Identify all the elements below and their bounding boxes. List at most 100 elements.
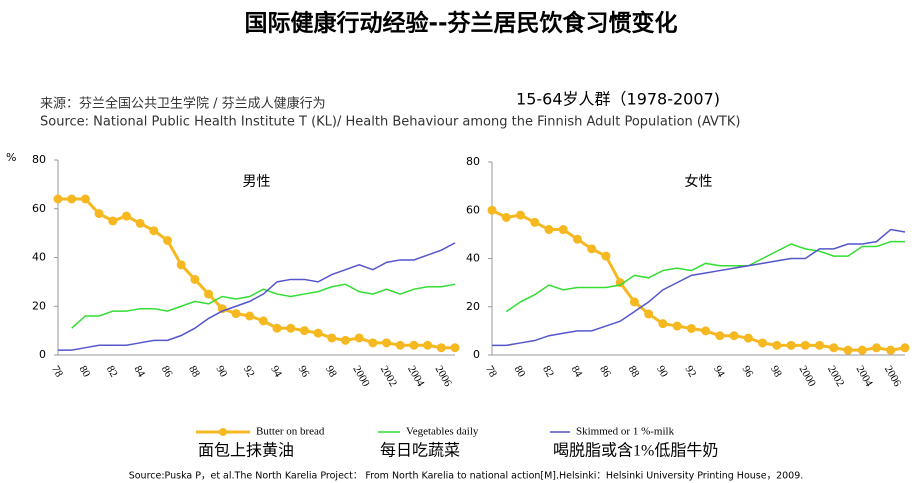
y-tick-label: 20: [32, 299, 46, 312]
legend-label: Vegetables daily: [406, 426, 479, 438]
point: [572, 234, 582, 244]
x-tick-label: 2000: [797, 364, 819, 389]
x-tick-label: 86: [159, 364, 175, 380]
point: [772, 340, 782, 350]
point: [900, 343, 910, 353]
y-tick-label: 60: [32, 202, 46, 215]
point: [629, 297, 639, 307]
legend-label-cn: 面包上抹黄油: [198, 442, 294, 460]
y-tick-label: 20: [466, 300, 480, 313]
x-tick-label: 80: [512, 364, 528, 380]
x-tick-label: 82: [540, 364, 556, 380]
footnote: Source:Puska P，et al.The North Karelia P…: [129, 471, 804, 482]
x-tick-label: 78: [49, 364, 65, 380]
point: [94, 209, 104, 219]
point: [515, 210, 525, 220]
x-tick-label: 94: [268, 364, 284, 380]
x-tick-label: 2006: [433, 364, 455, 389]
point: [272, 323, 282, 333]
series-line: [492, 228, 906, 347]
x-tick-label: 92: [241, 364, 257, 380]
x-tick-label: 84: [131, 364, 147, 380]
point: [286, 323, 296, 333]
point: [340, 335, 350, 345]
point: [530, 217, 540, 227]
point: [872, 343, 882, 353]
series-line: [58, 197, 455, 350]
point: [843, 345, 853, 355]
point: [163, 235, 173, 245]
legend-label: Skimmed or 1 %-milk: [576, 426, 675, 438]
point: [786, 340, 796, 350]
point: [423, 340, 433, 350]
y-tick-label: 80: [466, 155, 480, 168]
x-tick-label: 88: [186, 364, 202, 380]
point: [701, 326, 711, 336]
point: [395, 340, 405, 350]
x-tick-label: 92: [683, 364, 699, 380]
x-tick-label: 90: [213, 364, 229, 380]
x-tick-label: 96: [296, 364, 312, 380]
y-tick-label: 0: [473, 348, 480, 361]
point: [53, 194, 63, 204]
legend-label-cn: 每日吃蔬菜: [380, 442, 460, 460]
point: [354, 333, 364, 343]
chart-title: 男性: [243, 174, 271, 190]
point: [558, 225, 568, 235]
y-tick-label: 60: [466, 203, 480, 216]
x-tick-label: 2006: [882, 364, 904, 389]
point: [176, 260, 186, 270]
x-tick-label: 88: [626, 364, 642, 380]
x-tick-label: 84: [569, 364, 585, 380]
point: [672, 321, 682, 331]
source-en: Source: National Public Health Institute…: [40, 115, 740, 130]
x-tick-label: 82: [104, 364, 120, 380]
group-label: 15-64岁人群（1978-2007): [516, 90, 720, 109]
x-tick-label: 86: [597, 364, 613, 380]
point: [149, 226, 159, 236]
x-tick-label: 78: [483, 364, 499, 380]
series-line: [58, 242, 456, 351]
x-tick-label: 98: [768, 364, 784, 380]
point: [829, 343, 839, 353]
point: [450, 343, 460, 353]
x-tick-label: 2002: [825, 364, 846, 389]
legend-label-cn: 喝脱脂或含1%低脂牛奶: [553, 442, 718, 460]
point: [436, 343, 446, 353]
x-tick-label: 80: [77, 364, 93, 380]
point: [299, 326, 309, 336]
point: [544, 225, 554, 235]
point: [313, 328, 323, 338]
point: [743, 333, 753, 343]
legend-marker: [219, 428, 227, 436]
series-line: [505, 240, 905, 313]
x-tick-label: 2002: [378, 364, 399, 389]
series-line: [491, 208, 906, 352]
point: [121, 211, 131, 221]
x-tick-label: 98: [323, 364, 339, 380]
point: [729, 331, 739, 341]
point: [601, 251, 611, 261]
point: [135, 218, 145, 228]
x-tick-label: 2004: [405, 364, 427, 389]
point: [658, 319, 668, 329]
chart-title: 女性: [685, 173, 713, 190]
y-tick-label: 40: [466, 252, 480, 265]
point: [758, 338, 768, 348]
point: [886, 345, 896, 355]
point: [204, 289, 214, 299]
y-tick-label: 40: [32, 251, 46, 264]
point: [715, 331, 725, 341]
point: [108, 216, 118, 226]
point: [501, 212, 511, 222]
point: [800, 340, 810, 350]
point: [231, 309, 241, 319]
point: [80, 194, 90, 204]
point: [409, 340, 419, 350]
series-line: [71, 283, 456, 329]
point: [815, 340, 825, 350]
point: [382, 338, 392, 348]
x-tick-label: 2004: [853, 364, 875, 389]
legend-label: Butter on bread: [256, 426, 325, 438]
